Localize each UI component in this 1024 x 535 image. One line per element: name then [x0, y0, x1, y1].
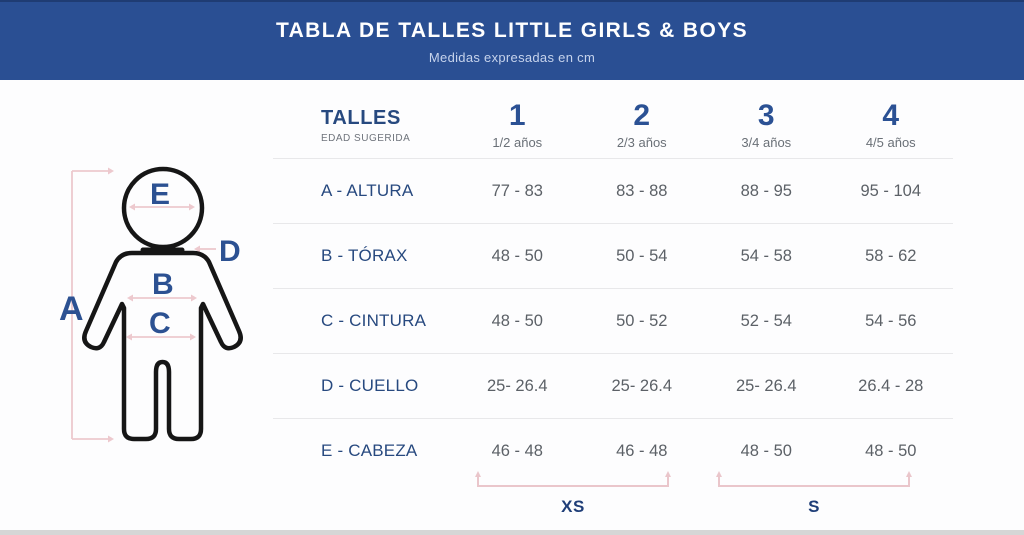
head-circle: [121, 166, 205, 250]
header-band: TABLA DE TALLES LITTLE GIRLS & BOYS Medi…: [0, 0, 1024, 80]
measurement-value: 54 - 58: [704, 223, 829, 288]
child-outline: [82, 166, 243, 442]
measurement-row-label: B - TÓRAX: [273, 223, 455, 288]
measurement-value: 48 - 50: [455, 288, 580, 353]
talles-label: TALLES: [321, 106, 401, 129]
measurement-value: 25- 26.4: [455, 353, 580, 418]
size-column-header-3: 3 3/4 años: [704, 92, 829, 158]
suggested-age: 4/5 años: [865, 134, 916, 150]
size-number: 3: [757, 98, 775, 132]
suggested-age: 1/2 años: [492, 134, 543, 150]
size-column-header-2: 2 2/3 años: [580, 92, 705, 158]
suggested-age: 3/4 años: [741, 134, 792, 150]
measurement-value: 58 - 62: [828, 223, 953, 288]
s-group-bracket: [716, 471, 912, 487]
letter-b-chest: B: [152, 268, 174, 301]
letter-d-neck: D: [219, 235, 241, 268]
size-number: 1: [508, 98, 526, 132]
measurement-value: 48 - 50: [455, 223, 580, 288]
page-title: TABLA DE TALLES LITTLE GIRLS & BOYS: [275, 19, 749, 42]
measurement-value: 54 - 56: [828, 288, 953, 353]
measurement-row-label: A - ALTURA: [273, 158, 455, 223]
measurement-value: 88 - 95: [704, 158, 829, 223]
measurement-value: 25- 26.4: [579, 353, 704, 418]
bottom-edge: [0, 530, 1024, 535]
size-table: TALLES EDAD SUGERIDA 1 1/2 años 2 2/3 años 3…: [273, 92, 953, 483]
measure-arrowheads: [108, 167, 200, 443]
size-column-header-1: 1 1/2 años: [455, 92, 580, 158]
s-group-label: S: [808, 497, 820, 516]
measurement-value: 48 - 50: [704, 418, 829, 483]
body-outline: [82, 250, 243, 442]
measure-lines: [71, 170, 216, 440]
measurement-value: 46 - 48: [455, 418, 580, 483]
measurement-value: 95 - 104: [828, 158, 953, 223]
measurement-row-label: E - CABEZA: [273, 418, 455, 483]
measurement-row-label: D - CUELLO: [273, 353, 455, 418]
size-number: 4: [882, 98, 900, 132]
measurement-value: 52 - 54: [704, 288, 829, 353]
table-corner-header: TALLES EDAD SUGERIDA: [273, 92, 455, 158]
edad-sugerida-label: EDAD SUGERIDA: [321, 132, 411, 144]
measurement-row-label: C - CINTURA: [273, 288, 455, 353]
measurement-value: 50 - 54: [579, 223, 704, 288]
page-subtitle: Medidas expresadas en cm: [428, 50, 596, 65]
measurement-value: 48 - 50: [828, 418, 953, 483]
letter-a-height: A: [59, 290, 84, 328]
measurement-value: 50 - 52: [579, 288, 704, 353]
measurement-value: 77 - 83: [455, 158, 580, 223]
suggested-age: 2/3 años: [616, 134, 667, 150]
size-column-header-4: 4 4/5 años: [829, 92, 954, 158]
xs-group-bracket: [475, 471, 671, 487]
measurement-value: 25- 26.4: [704, 353, 829, 418]
letter-e-head: E: [150, 178, 170, 211]
body-measurement-diagram: A E D B C: [59, 166, 243, 443]
measurement-value: 83 - 88: [579, 158, 704, 223]
measurement-value: 26.4 - 28: [828, 353, 953, 418]
measurement-value: 46 - 48: [579, 418, 704, 483]
xs-group-label: XS: [561, 497, 585, 516]
letter-c-waist: C: [149, 307, 171, 340]
size-number: 2: [633, 98, 651, 132]
